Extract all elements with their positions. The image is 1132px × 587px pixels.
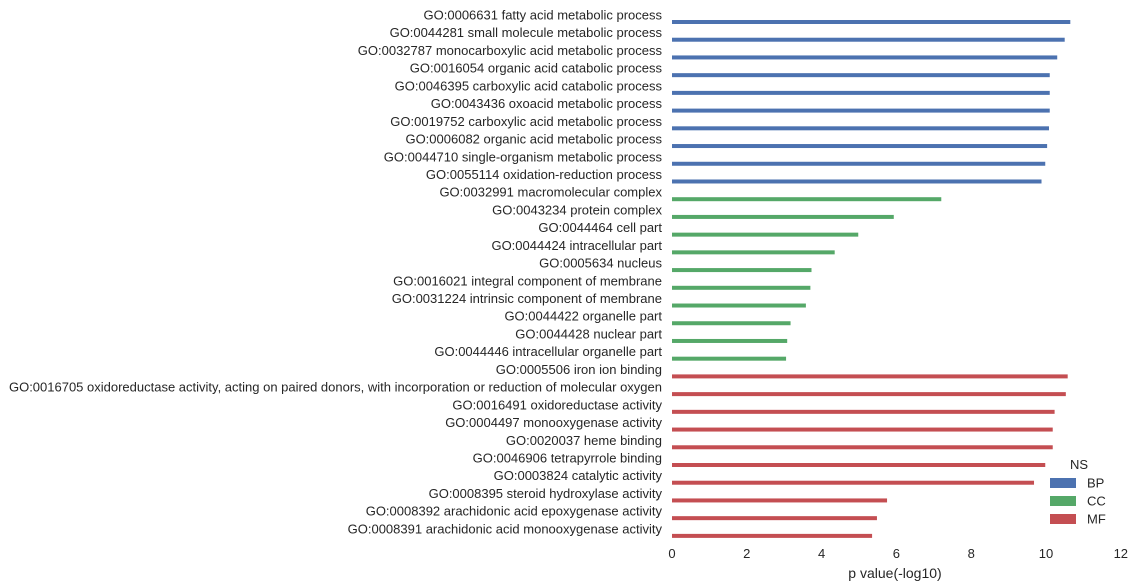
- category-label: GO:0008391 arachidonic acid monooxygenas…: [348, 521, 663, 536]
- bars-layer: [672, 20, 1071, 538]
- bar-mf: [672, 498, 888, 503]
- category-label: GO:0005506 iron ion binding: [496, 362, 662, 377]
- bar-mf: [672, 374, 1068, 379]
- bar-cc: [672, 232, 859, 237]
- category-label: GO:0044428 nuclear part: [515, 326, 662, 341]
- category-label: GO:0046395 carboxylic acid catabolic pro…: [395, 78, 663, 93]
- category-label: GO:0008392 arachidonic acid epoxygenase …: [366, 504, 663, 519]
- category-label: GO:0006082 organic acid metabolic proces…: [405, 132, 662, 147]
- category-label: GO:0044446 intracellular organelle part: [434, 344, 662, 359]
- legend-swatch: [1050, 478, 1076, 488]
- bar-bp: [672, 90, 1050, 95]
- category-label: GO:0016491 oxidoreductase activity: [452, 397, 662, 412]
- bar-mf: [672, 409, 1055, 414]
- bar-cc: [672, 250, 835, 255]
- category-label: GO:0044424 intracellular part: [491, 238, 662, 253]
- category-label: GO:0032787 monocarboxylic acid metabolic…: [358, 43, 663, 58]
- bar-bp: [672, 126, 1049, 131]
- category-label: GO:0046906 tetrapyrrole binding: [473, 451, 662, 466]
- x-tick-label: 0: [668, 546, 675, 561]
- x-axis: 0 2 4 6 8 10 12: [668, 546, 1128, 561]
- bar-cc: [672, 356, 787, 361]
- category-label: GO:0005634 nucleus: [539, 256, 662, 271]
- legend-label: CC: [1087, 494, 1106, 509]
- x-tick-label: 6: [893, 546, 900, 561]
- category-label: GO:0004497 monooxygenase activity: [445, 415, 662, 430]
- legend: NS BP CC MF: [1050, 457, 1106, 527]
- category-label: GO:0019752 carboxylic acid metabolic pro…: [390, 114, 662, 129]
- category-label: GO:0031224 intrinsic component of membra…: [392, 291, 662, 306]
- bar-bp: [672, 20, 1071, 24]
- category-label: GO:0003824 catalytic activity: [494, 468, 663, 483]
- category-label: GO:0044464 cell part: [538, 220, 662, 235]
- bar-mf: [672, 516, 877, 521]
- category-label: GO:0055114 oxidation-reduction process: [426, 167, 663, 182]
- bar-bp: [672, 73, 1050, 78]
- bar-mf: [672, 463, 1046, 467]
- category-label: GO:0016705 oxidoreductase activity, acti…: [9, 380, 662, 395]
- bar-cc: [672, 338, 788, 343]
- bar-bp: [672, 179, 1042, 184]
- category-label: GO:0020037 heme binding: [506, 433, 662, 448]
- x-axis-label: p value(-log10): [848, 565, 941, 581]
- bar-bp: [672, 161, 1046, 166]
- bar-mf: [672, 427, 1053, 432]
- category-label: GO:0044710 single-organism metabolic pro…: [384, 149, 663, 164]
- category-label: GO:0016054 organic acid catabolic proces…: [410, 61, 663, 76]
- category-label: GO:0008395 steroid hydroxylase activity: [429, 486, 663, 501]
- category-labels: GO:0006631 fatty acid metabolic process G…: [9, 8, 663, 537]
- category-label: GO:0044281 small molecule metabolic proc…: [390, 25, 663, 40]
- bar-bp: [672, 55, 1058, 60]
- bar-bp: [672, 144, 1048, 149]
- category-label: GO:0043436 oxoacid metabolic process: [431, 96, 663, 111]
- x-tick-label: 12: [1114, 546, 1128, 561]
- bar-bp: [672, 37, 1065, 42]
- bar-cc: [672, 285, 811, 290]
- bar-mf: [672, 480, 1035, 485]
- legend-swatch: [1050, 496, 1076, 506]
- bar-mf: [672, 445, 1053, 450]
- x-tick-label: 4: [818, 546, 825, 561]
- x-tick-label: 2: [743, 546, 750, 561]
- category-label: GO:0032991 macromolecular complex: [439, 185, 662, 200]
- category-label: GO:0016021 integral component of membran…: [393, 273, 662, 288]
- bar-cc: [672, 197, 942, 202]
- bar-bp: [672, 108, 1050, 113]
- bar-cc: [672, 321, 791, 326]
- category-label: GO:0044422 organelle part: [504, 309, 662, 324]
- legend-swatch: [1050, 514, 1076, 524]
- x-tick-label: 8: [968, 546, 975, 561]
- legend-title: NS: [1070, 457, 1088, 472]
- bar-mf: [672, 392, 1066, 397]
- category-label: GO:0006631 fatty acid metabolic process: [424, 8, 663, 23]
- legend-label: BP: [1087, 476, 1104, 491]
- bar-cc: [672, 268, 812, 273]
- category-label: GO:0043234 protein complex: [492, 202, 662, 217]
- x-tick-label: 10: [1039, 546, 1053, 561]
- bar-cc: [672, 303, 806, 308]
- legend-entries: BP CC MF: [1050, 476, 1106, 527]
- legend-label: MF: [1087, 512, 1106, 527]
- bar-mf: [672, 533, 873, 538]
- bar-cc: [672, 214, 894, 219]
